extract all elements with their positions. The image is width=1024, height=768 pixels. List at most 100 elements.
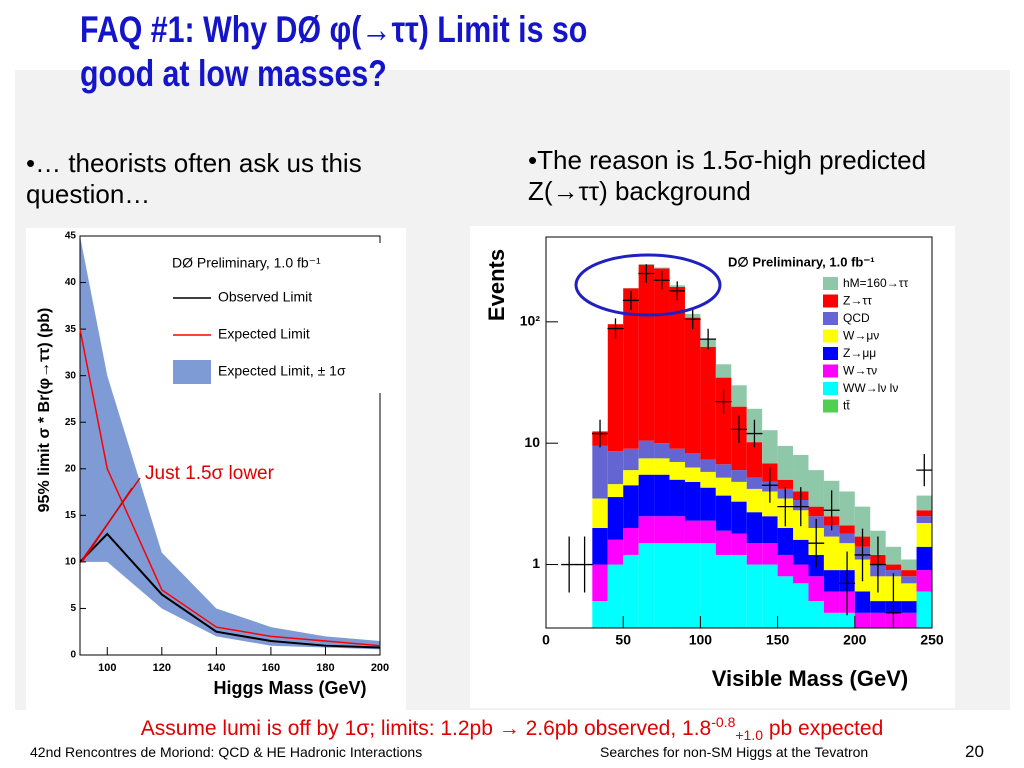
bar-segment	[715, 377, 732, 465]
bar-segment	[592, 528, 608, 565]
bar-segment	[654, 458, 670, 475]
x-tick-label: 50	[615, 632, 631, 648]
annotation: Just 1.5σ lower	[145, 463, 275, 484]
bar-segment	[684, 520, 701, 544]
bar-segment	[777, 528, 794, 555]
y-tick-label: 0	[70, 650, 76, 661]
bar-segment	[607, 451, 624, 485]
bar-segment	[762, 430, 778, 464]
y-axis-label: 95% limit σ * Br(φ→ττ) (pb)	[36, 308, 53, 513]
y-tick-label: 15	[65, 510, 77, 521]
bar-segment	[654, 443, 670, 459]
bar-segment	[654, 474, 670, 517]
page-number: 20	[965, 742, 984, 761]
bar-segment	[638, 474, 655, 517]
bar-segment	[808, 576, 824, 602]
data-point	[700, 328, 717, 350]
note-sub: +1.0	[735, 727, 763, 744]
bar-segment	[916, 495, 932, 511]
bar-segment	[793, 583, 809, 628]
y-tick-label: 45	[65, 231, 77, 242]
plot-frame	[545, 236, 933, 629]
legend-swatch	[173, 360, 211, 384]
data-point	[592, 419, 609, 448]
bar-segment	[638, 264, 655, 441]
bar-segment	[885, 546, 902, 565]
bar-segment	[746, 488, 763, 513]
data-point	[715, 389, 732, 414]
bar-segment	[777, 479, 794, 489]
bar-segment	[808, 470, 824, 507]
bar-segment	[623, 448, 639, 471]
legend-swatch	[823, 364, 838, 378]
left-bullet: •… theorists often ask us this question…	[26, 148, 362, 209]
bar-segment	[623, 288, 639, 449]
bar-segment	[854, 506, 871, 537]
bar-segment	[654, 267, 670, 269]
x-tick-label: 100	[98, 662, 116, 674]
bar-segment	[638, 458, 655, 475]
bar-segment	[654, 543, 670, 628]
bar-segment	[808, 601, 824, 628]
bar-segment	[731, 554, 747, 628]
bar-segment	[638, 516, 655, 544]
bar-segment	[592, 445, 608, 499]
bar-segment	[823, 612, 840, 628]
bar-segment	[669, 461, 685, 480]
legend-label: QCD	[843, 311, 870, 325]
y-tick-label: 20	[65, 463, 77, 474]
bar-segment	[854, 591, 871, 613]
bar-segment	[916, 510, 932, 517]
bar-segment	[808, 506, 824, 517]
bar-segment	[700, 487, 716, 521]
bar-segment	[746, 564, 763, 628]
data-point	[561, 536, 578, 593]
y-tick-label: 35	[65, 324, 77, 335]
legend-label: Expected Limit, ± 1σ	[218, 363, 346, 379]
data-point	[731, 415, 747, 443]
bar-segment	[793, 539, 809, 565]
data-point	[653, 270, 670, 290]
bar-segment	[885, 564, 902, 571]
x-tick-label: 100	[689, 632, 713, 648]
bar-segment	[623, 554, 639, 628]
error-band	[80, 236, 380, 650]
x-axis-label: Higgs Mass (GeV)	[213, 678, 366, 698]
data-point	[854, 528, 871, 582]
bar-segment	[700, 346, 716, 460]
bar-segment	[684, 481, 701, 521]
legend-label: hM=160→ττ	[843, 276, 908, 290]
annotation-arrow	[81, 487, 133, 563]
legend-label: Expected Limit	[218, 326, 310, 342]
y-axis-label: Events	[484, 249, 509, 321]
bar-segment	[916, 522, 932, 547]
data-point	[576, 536, 593, 593]
bar-segment	[715, 477, 732, 496]
y-tick-label: 1	[532, 555, 540, 571]
y-tick-label: 10	[524, 434, 540, 450]
bar-segment	[901, 576, 917, 584]
bar-segment	[638, 543, 655, 628]
legend-label: W→μν	[843, 329, 879, 343]
x-tick-label: 250	[920, 632, 944, 648]
data-point	[823, 490, 840, 531]
bar-segment	[762, 491, 778, 517]
bar-segment	[623, 528, 639, 555]
bar-segment	[916, 591, 932, 628]
note-text: pb expected	[763, 717, 884, 740]
bar-segment	[916, 516, 932, 523]
legend-swatch	[823, 347, 838, 360]
bar-segment	[854, 612, 871, 628]
data-point	[669, 281, 686, 301]
bar-segment	[623, 470, 639, 486]
bar-segment	[901, 570, 917, 577]
bar-segment	[623, 485, 639, 529]
data-point	[839, 551, 856, 616]
bar-segment	[823, 570, 840, 592]
bar-segment	[731, 470, 747, 482]
bar-segment	[607, 484, 624, 498]
bar-segment	[684, 543, 701, 628]
bar-segment	[746, 543, 763, 565]
bar-segment	[885, 570, 902, 577]
